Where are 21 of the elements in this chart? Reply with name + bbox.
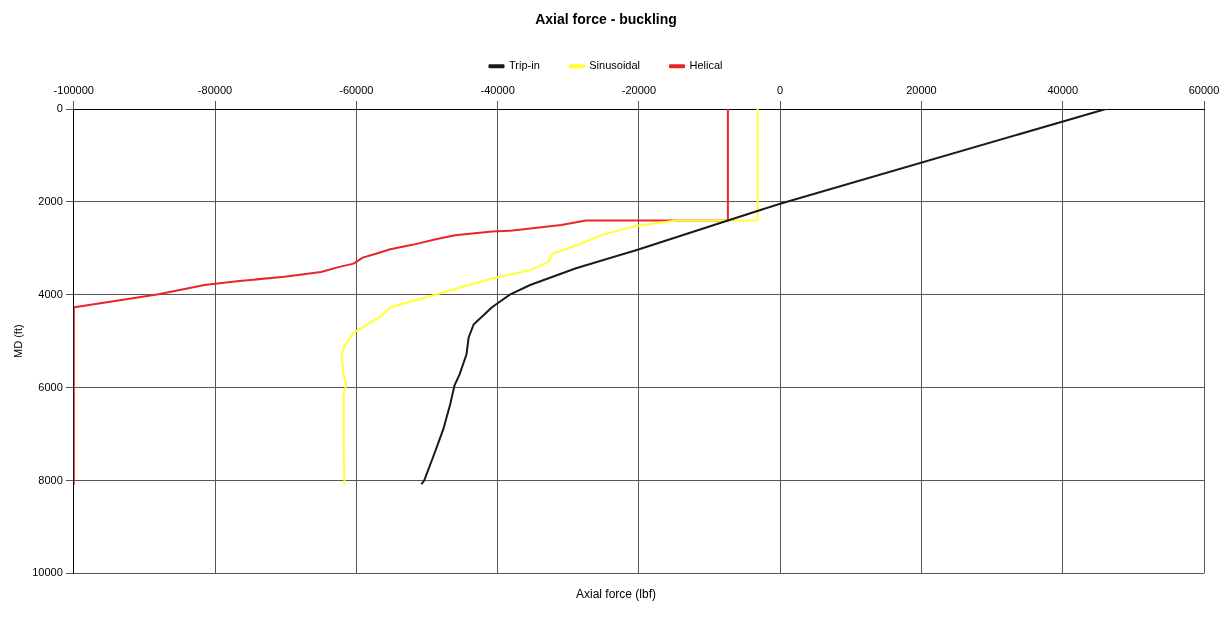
y-axis-title: MD (ft)	[11, 324, 24, 358]
y-tick-label: 10000	[32, 566, 63, 579]
x-tick-label: -100000	[53, 84, 94, 97]
x-tick-label: 0	[777, 84, 784, 97]
y-tick-label: 4000	[38, 287, 63, 300]
legend-label: Trip-in	[508, 59, 540, 72]
x-axis-title: Axial force (lbf)	[575, 587, 657, 601]
y-tick-label: 8000	[38, 473, 63, 486]
x-tick-label: -80000	[197, 84, 233, 97]
x-tick-label: -60000	[339, 84, 374, 97]
x-tick-label: 60000	[1188, 84, 1220, 97]
x-tick-label: -20000	[621, 84, 657, 97]
legend-label: Helical	[689, 59, 723, 72]
x-tick-label: -40000	[480, 84, 515, 97]
legend-label: Sinusoidal	[589, 59, 641, 72]
y-tick-label: 2000	[38, 194, 63, 207]
x-tick-label: 20000	[906, 84, 937, 97]
y-tick-label: 6000	[38, 380, 63, 393]
x-tick-label: 40000	[1047, 84, 1079, 97]
chart-title: Axial force - buckling	[535, 11, 677, 28]
y-tick-label: 0	[56, 102, 63, 115]
